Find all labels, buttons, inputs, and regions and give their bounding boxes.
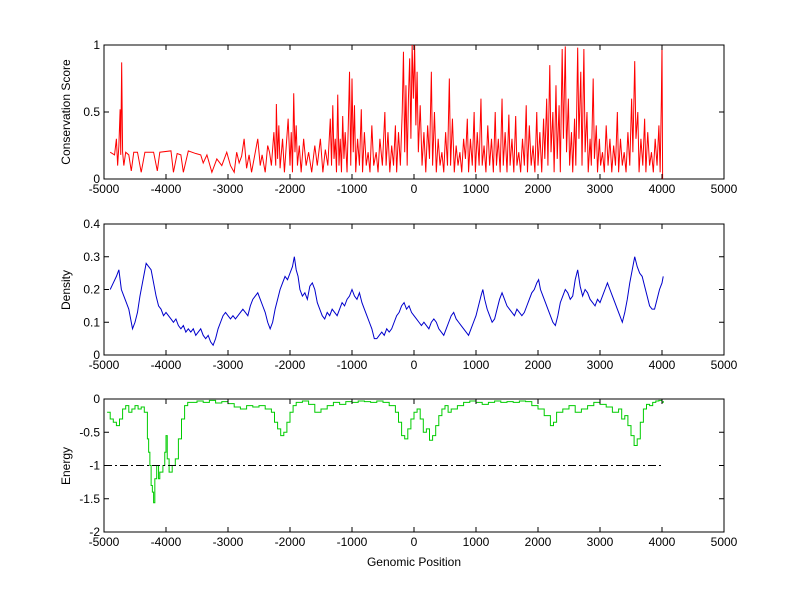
conservation-ytick-label: 0.5 — [83, 105, 100, 119]
energy-xtick-label: 5000 — [711, 535, 738, 549]
conservation-xtick-label: 2000 — [525, 182, 552, 196]
density-xtick-label: -2000 — [275, 358, 306, 372]
conservation-xtick-label: 4000 — [649, 182, 676, 196]
density-xtick-label: -4000 — [151, 358, 182, 372]
conservation-series-line-0 — [109, 45, 664, 179]
energy-series — [104, 399, 664, 504]
conservation-ylabel: Conservation Score — [59, 59, 73, 165]
conservation-panel: -5000 -4000 -3000 -2000 -1000 0 1000 2000 3000 40… — [59, 38, 738, 196]
energy-xlabel: Genomic Position — [367, 555, 461, 569]
energy-xtick-label: -5000 — [89, 535, 120, 549]
conservation-xtick-label: -3000 — [213, 182, 244, 196]
energy-xtick-label: -4000 — [151, 535, 182, 549]
conservation-xtick-label: 3000 — [587, 182, 614, 196]
conservation-xtick-label: -2000 — [275, 182, 306, 196]
conservation-ytick-label: 1 — [93, 38, 100, 52]
density-panel: -5000 -4000 -3000 -2000 -1000 0 1000 2000 3000 40… — [59, 217, 738, 372]
energy-xtick-label: 3000 — [587, 535, 614, 549]
energy-series-line-0 — [107, 399, 664, 504]
conservation-xtick-label: -4000 — [151, 182, 182, 196]
conservation-series — [109, 45, 664, 179]
conservation-ticks: -5000 -4000 -3000 -2000 -1000 0 1000 2000 3000 40… — [83, 38, 737, 196]
density-series — [109, 256, 664, 347]
density-ytick-label: 0 — [93, 348, 100, 362]
density-ytick-label: 0.3 — [83, 250, 100, 264]
energy-panel: -5000 -4000 -3000 -2000 -1000 0 1000 2000 3000 40… — [59, 392, 738, 569]
conservation-xtick-label: 5000 — [711, 182, 738, 196]
conservation-xtick-label: -1000 — [337, 182, 368, 196]
conservation-xtick-label: -5000 — [89, 182, 120, 196]
energy-ytick-label: -1.5 — [79, 492, 100, 506]
energy-ytick-label: -0.5 — [79, 425, 100, 439]
energy-ylabel: Energy — [59, 447, 73, 485]
density-xtick-label: 0 — [411, 358, 418, 372]
energy-xtick-label: 4000 — [649, 535, 676, 549]
energy-xtick-label: -2000 — [275, 535, 306, 549]
conservation-xtick-label: 1000 — [463, 182, 490, 196]
energy-ytick-label: -2 — [89, 525, 100, 539]
density-xtick-label: -1000 — [337, 358, 368, 372]
energy-xtick-label: 0 — [411, 535, 418, 549]
density-xtick-label: 1000 — [463, 358, 490, 372]
density-xtick-label: 2000 — [525, 358, 552, 372]
energy-ticks: -5000 -4000 -3000 -2000 -1000 0 1000 2000 3000 40… — [79, 392, 737, 549]
energy-xtick-label: 1000 — [463, 535, 490, 549]
conservation-xtick-label: 0 — [411, 182, 418, 196]
density-plot-area — [103, 223, 725, 356]
density-xtick-label: 4000 — [649, 358, 676, 372]
density-ytick-label: 0.1 — [83, 315, 100, 329]
conservation-ytick-label: 0 — [93, 172, 100, 186]
density-ytick-label: 0.4 — [83, 217, 100, 231]
density-ylabel: Density — [59, 270, 73, 310]
energy-xtick-label: -1000 — [337, 535, 368, 549]
density-ticks: -5000 -4000 -3000 -2000 -1000 0 1000 2000 3000 40… — [83, 217, 737, 372]
density-ytick-label: 0.2 — [83, 283, 100, 297]
energy-ytick-label: 0 — [93, 392, 100, 406]
density-series-line-0 — [109, 256, 664, 347]
density-xtick-label: -5000 — [89, 358, 120, 372]
energy-ytick-label: -1 — [89, 459, 100, 473]
density-xtick-label: -3000 — [213, 358, 244, 372]
density-xtick-label: 5000 — [711, 358, 738, 372]
energy-xtick-label: -3000 — [213, 535, 244, 549]
density-xtick-label: 3000 — [587, 358, 614, 372]
energy-xtick-label: 2000 — [525, 535, 552, 549]
